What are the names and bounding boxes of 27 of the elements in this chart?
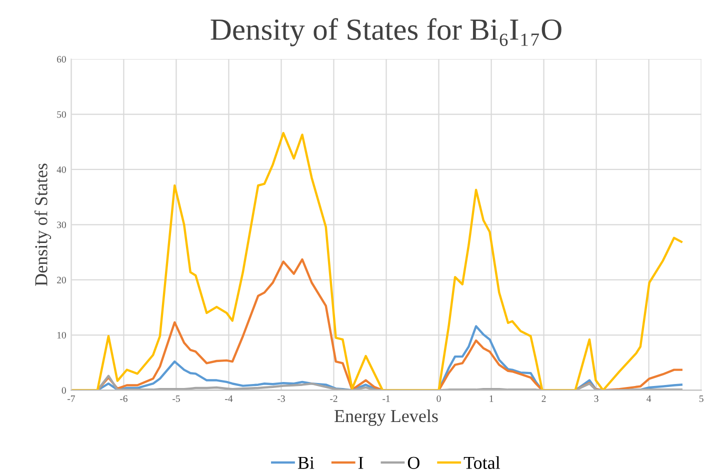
y-tick-label: 0 bbox=[62, 387, 66, 394]
x-tick-label: 4 bbox=[646, 395, 652, 402]
y-tick-label: 60 bbox=[57, 56, 66, 63]
y-tick-label: 10 bbox=[57, 332, 66, 339]
y-tick-label: 30 bbox=[57, 222, 66, 228]
x-tick-label: -2 bbox=[330, 395, 338, 402]
y-tick-label: 40 bbox=[56, 166, 66, 173]
x-tick-label: -1 bbox=[382, 395, 390, 402]
x-tick-label: 5 bbox=[699, 395, 704, 402]
x-tick-label: -4 bbox=[225, 395, 233, 402]
legend-label: Total bbox=[464, 456, 500, 469]
legend-label: Bi bbox=[298, 456, 314, 469]
x-tick-label: 0 bbox=[436, 395, 441, 402]
x-tick-label: -7 bbox=[68, 395, 75, 402]
x-tick-label: -5 bbox=[172, 395, 180, 402]
x-tick-label: -3 bbox=[278, 395, 285, 402]
x-tick-label: 3 bbox=[594, 395, 598, 402]
legend-label: I bbox=[358, 456, 364, 469]
y-axis-title: Density of States bbox=[34, 164, 52, 286]
chart-title: Density of States for Bi₆I₁₇O bbox=[210, 18, 562, 46]
y-tick-label: 50 bbox=[57, 111, 66, 118]
x-tick-label: 1 bbox=[490, 395, 494, 402]
y-tick-label: 20 bbox=[57, 276, 66, 284]
x-tick-label: 2 bbox=[542, 395, 546, 402]
legend-label: O bbox=[408, 456, 420, 469]
x-axis-title: Energy Levels bbox=[334, 409, 438, 426]
x-tick-label: -6 bbox=[120, 395, 128, 402]
